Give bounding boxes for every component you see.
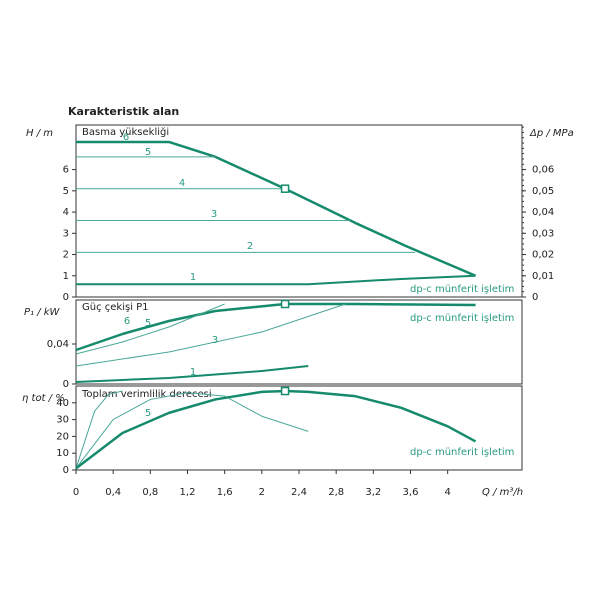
curve-label: 1 (190, 367, 196, 378)
curve (76, 140, 477, 277)
y-tick-label: 0,04 (47, 339, 69, 350)
y-tick-label: 3 (63, 228, 69, 239)
y-tick-label: 40 (56, 398, 69, 409)
curve-label: 5 (145, 318, 151, 329)
y-tick-label: 6 (63, 165, 69, 176)
y-tick-label: 30 (56, 415, 69, 426)
y2-tick-label: 0 (532, 292, 538, 303)
x-tick-label: 0,8 (142, 487, 158, 498)
operating-point (280, 386, 290, 396)
curve (75, 390, 123, 469)
x-tick-label: 0,4 (105, 487, 121, 498)
y2-tick-label: 0,02 (532, 250, 554, 261)
annotation: Toplam verimlilik derecesi (81, 389, 212, 400)
curve-label: 2 (247, 241, 253, 252)
annotation: dp-c münferit işletim (410, 313, 514, 324)
curve (75, 302, 476, 352)
x-tick-label: 0 (73, 487, 79, 498)
x-tick-label: 3,2 (365, 487, 381, 498)
curve-label: 3 (211, 209, 217, 220)
y-axis-label: η tot / % (22, 393, 65, 404)
x-tick-label: 2 (259, 487, 265, 498)
x-axis-label: Q / m³/h (482, 487, 523, 498)
curve-label: 4 (179, 178, 185, 189)
x-tick-label: 3,6 (403, 487, 419, 498)
chart-title: Karakteristik alan (68, 105, 179, 118)
curve-label: 5 (145, 408, 151, 419)
curve (75, 303, 225, 355)
y2-tick-label: 0,05 (532, 186, 554, 197)
x-tick-label: 1,6 (217, 487, 233, 498)
y-tick-label: 1 (63, 271, 69, 282)
y-axis-label: P₁ / kW (24, 307, 61, 318)
plot-frame (75, 124, 523, 298)
annotation: Güç çekişi P1 (82, 302, 149, 313)
y-tick-label: 10 (56, 448, 69, 459)
y-tick-label: 2 (63, 250, 69, 261)
y-axis-label: H / m (26, 128, 53, 139)
y2-tick-label: 0,03 (532, 228, 554, 239)
y-tick-label: 0 (63, 292, 69, 303)
curve-label: 5 (145, 147, 151, 158)
curve-label: 3 (212, 335, 218, 346)
annotation: dp-c münferit işletim (410, 284, 514, 295)
y2-tick-label: 0,04 (532, 207, 554, 218)
curve-label: 6 (123, 132, 129, 143)
x-tick-label: 2,4 (291, 487, 307, 498)
y-tick-label: 5 (63, 186, 69, 197)
operating-point (280, 299, 290, 309)
operating-point (280, 184, 290, 193)
x-tick-label: 4 (444, 487, 450, 498)
curve (75, 392, 309, 469)
y-tick-label: 0 (63, 465, 69, 476)
annotation: Basma yüksekliği (82, 126, 169, 138)
x-tick-label: 1,2 (180, 487, 196, 498)
y-tick-label: 20 (56, 431, 69, 442)
y2-tick-label: 0,01 (532, 271, 554, 282)
y-tick-label: 4 (63, 207, 69, 218)
curve-label: 6 (124, 316, 130, 327)
plot-frame (75, 299, 523, 385)
curve (75, 303, 346, 367)
curve-label: 1 (190, 272, 196, 283)
curve (75, 365, 309, 383)
curve (76, 274, 476, 286)
y-tick-label: 0 (63, 379, 69, 390)
annotation: dp-c münferit işletim (410, 447, 514, 458)
y2-axis-label: Δp / MPa (529, 128, 574, 139)
y2-tick-label: 0,06 (532, 165, 554, 176)
x-tick-label: 2,8 (328, 487, 344, 498)
